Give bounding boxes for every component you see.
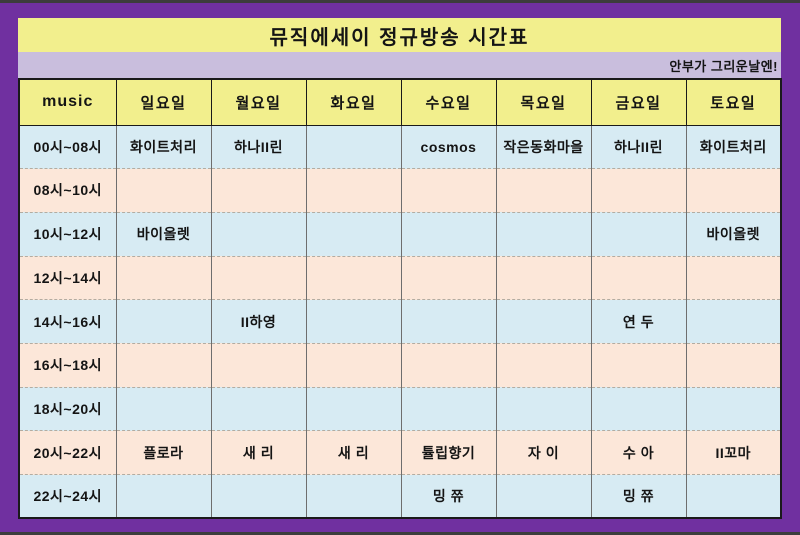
table-row: 16시~18시 (18, 342, 781, 388)
schedule-cell: 작은동화마을 (495, 125, 591, 169)
schedule-cell (685, 342, 781, 388)
day-header-friday: 금요일 (590, 78, 687, 126)
time-slot-label: 22시~24시 (18, 474, 117, 519)
schedule-cell (115, 386, 211, 431)
time-slot-label: 00시~08시 (18, 125, 117, 169)
schedule-cell (590, 386, 686, 431)
schedule-cell (400, 386, 496, 431)
schedule-cell (210, 168, 306, 213)
schedule-cell (305, 125, 401, 169)
schedule-cell (115, 168, 211, 213)
schedule-cell: 화이트처리 (685, 125, 781, 169)
schedule-body: 00시~08시 화이트처리 하나II린 cosmos 작은동화마을 하나II린 화이트처리 0… (18, 125, 781, 519)
time-slot-label: 12시~14시 (18, 255, 117, 300)
schedule-cell (210, 386, 306, 431)
schedule-cell: 밍 쮸 (400, 474, 496, 519)
schedule-cell: 튤립향기 (400, 430, 496, 475)
schedule-cell (115, 474, 211, 519)
schedule-cell (305, 474, 401, 519)
schedule-cell (305, 299, 401, 344)
time-slot-label: 10시~12시 (18, 211, 117, 257)
time-slot-label: 14시~16시 (18, 299, 117, 344)
schedule-cell (590, 211, 686, 257)
day-header-monday: 월요일 (210, 78, 307, 126)
schedule-cell (115, 299, 211, 344)
day-header-wednesday: 수요일 (400, 78, 497, 126)
schedule-cell (685, 386, 781, 431)
day-header-thursday: 목요일 (495, 78, 592, 126)
schedule-cell (305, 386, 401, 431)
schedule-cell (210, 211, 306, 257)
schedule-cell (495, 168, 591, 213)
schedule-cell (305, 211, 401, 257)
schedule-cell (590, 255, 686, 300)
schedule-cell (590, 342, 686, 388)
schedule-cell (590, 168, 686, 213)
schedule-cell: 플로라 (115, 430, 211, 475)
schedule-cell (115, 255, 211, 300)
schedule-cell (495, 342, 591, 388)
schedule-cell (305, 168, 401, 213)
screen-edge-top (0, 0, 800, 3)
time-slot-label: 20시~22시 (18, 430, 117, 475)
schedule-cell (400, 299, 496, 344)
schedule-cell (400, 342, 496, 388)
schedule-cell (305, 342, 401, 388)
schedule-cell (495, 299, 591, 344)
schedule-table: music 일요일 월요일 화요일 수요일 목요일 금요일 토요일 00시~08… (18, 78, 782, 520)
schedule-cell: 새 리 (210, 430, 306, 475)
schedule-cell (495, 386, 591, 431)
schedule-cell: cosmos (400, 125, 496, 169)
table-row: 22시~24시 밍 쮸 밍 쮸 (18, 474, 781, 519)
corner-header-music: music (18, 78, 117, 126)
schedule-cell: 밍 쮸 (590, 474, 686, 519)
schedule-cell (685, 299, 781, 344)
schedule-cell (495, 255, 591, 300)
day-header-tuesday: 화요일 (305, 78, 402, 126)
schedule-cell: 하나II린 (590, 125, 686, 169)
schedule-cell (115, 342, 211, 388)
table-row: 12시~14시 (18, 255, 781, 300)
time-slot-label: 18시~20시 (18, 386, 117, 431)
table-row: 14시~16시 II하영 연 두 (18, 299, 781, 344)
day-header-saturday: 토요일 (685, 78, 782, 126)
table-row: 00시~08시 화이트처리 하나II린 cosmos 작은동화마을 하나II린 화이트처리 (18, 125, 781, 169)
schedule-cell (400, 255, 496, 300)
schedule-cell (210, 342, 306, 388)
schedule-cell (685, 474, 781, 519)
table-row: 08시~10시 (18, 168, 781, 213)
table-row: 18시~20시 (18, 386, 781, 431)
schedule-cell (495, 211, 591, 257)
schedule-cell: 하나II린 (210, 125, 306, 169)
schedule-cell (400, 168, 496, 213)
time-slot-label: 08시~10시 (18, 168, 117, 213)
day-header-sunday: 일요일 (115, 78, 212, 126)
schedule-cell (400, 211, 496, 257)
timetable-panel: 뮤직에세이 정규방송 시간표 안부가 그리운날엔! music 일요일 월요일 … (18, 18, 782, 520)
schedule-cell: 연 두 (590, 299, 686, 344)
schedule-cell (685, 255, 781, 300)
schedule-cell (685, 168, 781, 213)
schedule-cell: 화이트처리 (115, 125, 211, 169)
subtitle-note: 안부가 그리운날엔! (18, 52, 781, 78)
header-row: music 일요일 월요일 화요일 수요일 목요일 금요일 토요일 (18, 78, 782, 126)
schedule-cell: II꼬마 (685, 430, 781, 475)
schedule-cell: 자 이 (495, 430, 591, 475)
schedule-cell: II하영 (210, 299, 306, 344)
page-title: 뮤직에세이 정규방송 시간표 (18, 18, 781, 52)
schedule-cell (495, 474, 591, 519)
schedule-cell: 수 아 (590, 430, 686, 475)
schedule-cell: 바이올렛 (685, 211, 781, 257)
time-slot-label: 16시~18시 (18, 342, 117, 388)
screen-edge-bottom (0, 532, 800, 535)
schedule-cell (210, 255, 306, 300)
schedule-cell: 바이올렛 (115, 211, 211, 257)
table-row: 10시~12시 바이올렛 바이올렛 (18, 211, 781, 257)
schedule-cell (305, 255, 401, 300)
schedule-cell (210, 474, 306, 519)
schedule-cell: 새 리 (305, 430, 401, 475)
